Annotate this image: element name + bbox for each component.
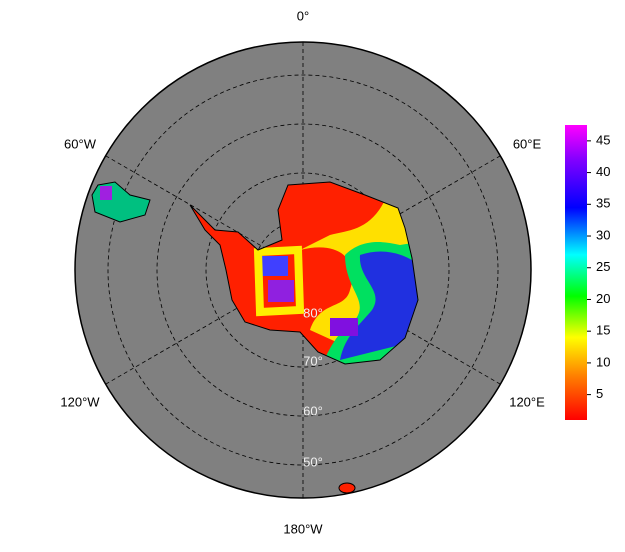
longitude-label: 0° — [297, 8, 309, 23]
latitude-label: 70° — [303, 353, 323, 368]
longitude-label: 60°E — [513, 136, 542, 151]
colorbar-tick-label: 30 — [596, 227, 610, 242]
colorbar-tick-label: 5 — [596, 386, 603, 401]
island-field — [338, 482, 356, 494]
colorbar-tick-label: 25 — [596, 259, 610, 274]
longitude-label: 120°W — [60, 394, 100, 409]
colorbar-tick-label: 35 — [596, 196, 610, 211]
coastline — [189, 181, 419, 365]
colorbar-tick-label: 20 — [596, 291, 610, 306]
longitude-label: 180°W — [283, 521, 323, 536]
colorbar-tick-label: 45 — [596, 132, 610, 147]
colorbar-tick-label: 10 — [596, 354, 610, 369]
latitude-label: 80° — [303, 305, 323, 320]
south-america-patch — [100, 186, 112, 200]
latitude-label: 50° — [303, 454, 323, 469]
longitude-label: 60°W — [64, 136, 97, 151]
longitude-label: 120°E — [509, 394, 545, 409]
colorbar-tick-label: 15 — [596, 323, 610, 338]
colorbar-tick-label: 40 — [596, 164, 610, 179]
latitude-label: 60° — [303, 403, 323, 418]
colorbar — [565, 125, 587, 420]
